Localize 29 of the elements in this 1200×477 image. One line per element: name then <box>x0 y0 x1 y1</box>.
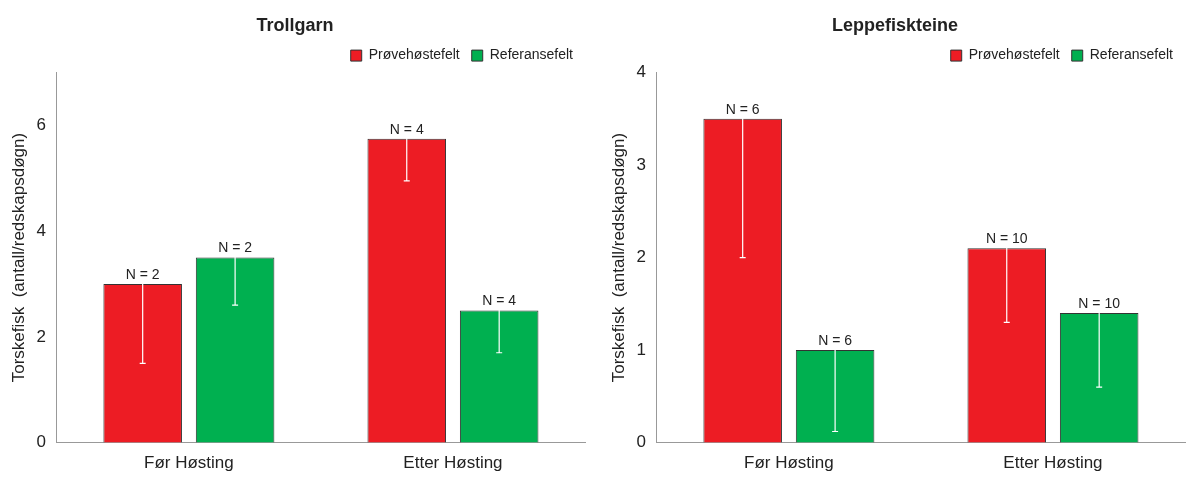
chart-title: Leppefiskteine <box>831 14 959 35</box>
annotation: N = 4 <box>482 292 517 309</box>
legend-label: Referansefelt <box>489 46 574 63</box>
y-tick-label: 3 <box>636 154 646 174</box>
y-tick-label: 2 <box>636 247 646 267</box>
chart-title: Trollgarn <box>256 14 334 35</box>
x-tick-label: Etter Høsting <box>403 453 503 473</box>
x-tick-label: Før Høsting <box>744 453 834 473</box>
legend-label: Referansefelt <box>1089 46 1174 63</box>
y-axis-title: Torskefisk (antall/redskapsdøgn) <box>608 132 628 383</box>
annotation: N = 4 <box>389 120 424 137</box>
y-tick-label: 6 <box>36 115 46 135</box>
annotation: N = 6 <box>725 100 760 117</box>
x-tick-label: Før Høsting <box>144 453 234 473</box>
annotation: N = 10 <box>1078 294 1121 311</box>
x-tick-label: Etter Høsting <box>1003 453 1103 473</box>
annotation: N = 2 <box>125 265 160 282</box>
y-tick-label: 4 <box>636 62 646 82</box>
y-tick-label: 2 <box>36 326 46 346</box>
y-tick-label: 0 <box>36 432 46 452</box>
annotation: N = 6 <box>818 331 853 348</box>
legend-label: Prøvehøstefelt <box>368 46 460 63</box>
annotation: N = 2 <box>218 239 253 256</box>
y-tick-label: 0 <box>636 432 646 452</box>
y-axis-title: Torskefisk (antall/redskapsdøgn) <box>8 132 28 383</box>
legend-label: Prøvehøstefelt <box>968 46 1060 63</box>
y-tick-label: 4 <box>36 220 46 240</box>
annotation: N = 10 <box>985 230 1028 247</box>
y-tick-label: 1 <box>636 339 646 359</box>
